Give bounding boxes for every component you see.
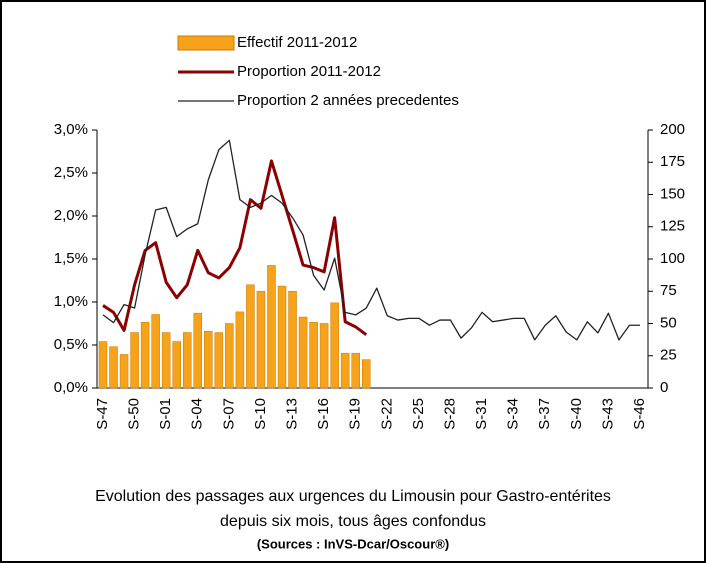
y2-tick-label: 0 — [660, 379, 668, 396]
y-tick-label: 1,5% — [54, 250, 88, 267]
bar — [182, 332, 192, 389]
bar — [193, 312, 203, 389]
bar — [130, 332, 139, 389]
bar — [267, 265, 276, 389]
x-tick-label: S-28 — [441, 398, 458, 430]
bar — [340, 352, 350, 389]
bar — [151, 314, 160, 389]
y2-tick-label: 200 — [660, 121, 685, 138]
bar — [214, 332, 224, 389]
legend-label: Proportion 2011-2012 — [237, 63, 381, 80]
bar — [98, 341, 108, 389]
y-tick-label: 2,0% — [54, 207, 88, 224]
bar — [172, 341, 181, 389]
bar — [256, 291, 266, 389]
bar — [319, 323, 329, 389]
x-tick-label: S-37 — [536, 398, 553, 430]
x-tick-label: S-34 — [505, 398, 522, 430]
y-tick-label: 0,0% — [54, 379, 88, 396]
x-tick-label: S-31 — [473, 398, 490, 430]
x-tick-label: S-50 — [126, 398, 143, 430]
x-tick-label: S-46 — [631, 398, 648, 430]
y2-tick-label: 175 — [660, 153, 685, 170]
bar — [351, 352, 360, 389]
bar — [225, 323, 234, 389]
bar — [288, 291, 297, 389]
y-tick-label: 0,5% — [54, 336, 88, 353]
source: (Sources : InVS-Dcar/Oscour®) — [257, 536, 449, 551]
x-tick-label: S-04 — [189, 398, 206, 430]
x-tick-label: S-43 — [599, 398, 616, 430]
bar — [140, 321, 150, 389]
caption: Evolution des passages aux urgences du L… — [95, 488, 611, 505]
x-tick-label: S-07 — [220, 398, 237, 430]
x-tick-label: S-22 — [378, 398, 395, 430]
y2-tick-label: 100 — [660, 250, 685, 267]
bar — [161, 332, 171, 389]
bar — [246, 284, 255, 389]
y2-tick-label: 125 — [660, 218, 685, 235]
x-tick-label: S-13 — [283, 398, 300, 430]
bar — [204, 330, 213, 389]
bar — [361, 359, 371, 389]
x-tick-label: S-01 — [157, 398, 174, 430]
legend-swatch — [177, 35, 235, 51]
y-tick-label: 1,0% — [54, 293, 88, 310]
bar — [330, 302, 339, 389]
x-tick-label: S-40 — [568, 398, 585, 430]
bar — [109, 346, 118, 389]
y2-tick-label: 150 — [660, 185, 685, 202]
legend-label: Proportion 2 années precedentes — [237, 92, 459, 109]
y2-tick-label: 75 — [660, 282, 677, 299]
y2-tick-label: 50 — [660, 314, 677, 331]
x-tick-label: S-47 — [94, 398, 111, 430]
bar — [235, 311, 245, 389]
bar — [119, 354, 129, 389]
caption-2: depuis six mois, tous âges confondus — [220, 513, 486, 530]
y2-tick-label: 25 — [660, 347, 677, 364]
bar — [277, 285, 287, 389]
y-tick-label: 3,0% — [54, 121, 88, 138]
x-tick-label: S-10 — [252, 398, 269, 430]
bar — [309, 321, 318, 389]
y-tick-label: 2,5% — [54, 164, 88, 181]
bar — [298, 316, 308, 389]
x-tick-label: S-25 — [410, 398, 427, 430]
legend-label: Effectif 2011-2012 — [237, 34, 357, 51]
x-tick-label: S-16 — [315, 398, 332, 430]
line — [102, 139, 640, 341]
x-tick-label: S-19 — [347, 398, 364, 430]
line — [102, 159, 368, 336]
